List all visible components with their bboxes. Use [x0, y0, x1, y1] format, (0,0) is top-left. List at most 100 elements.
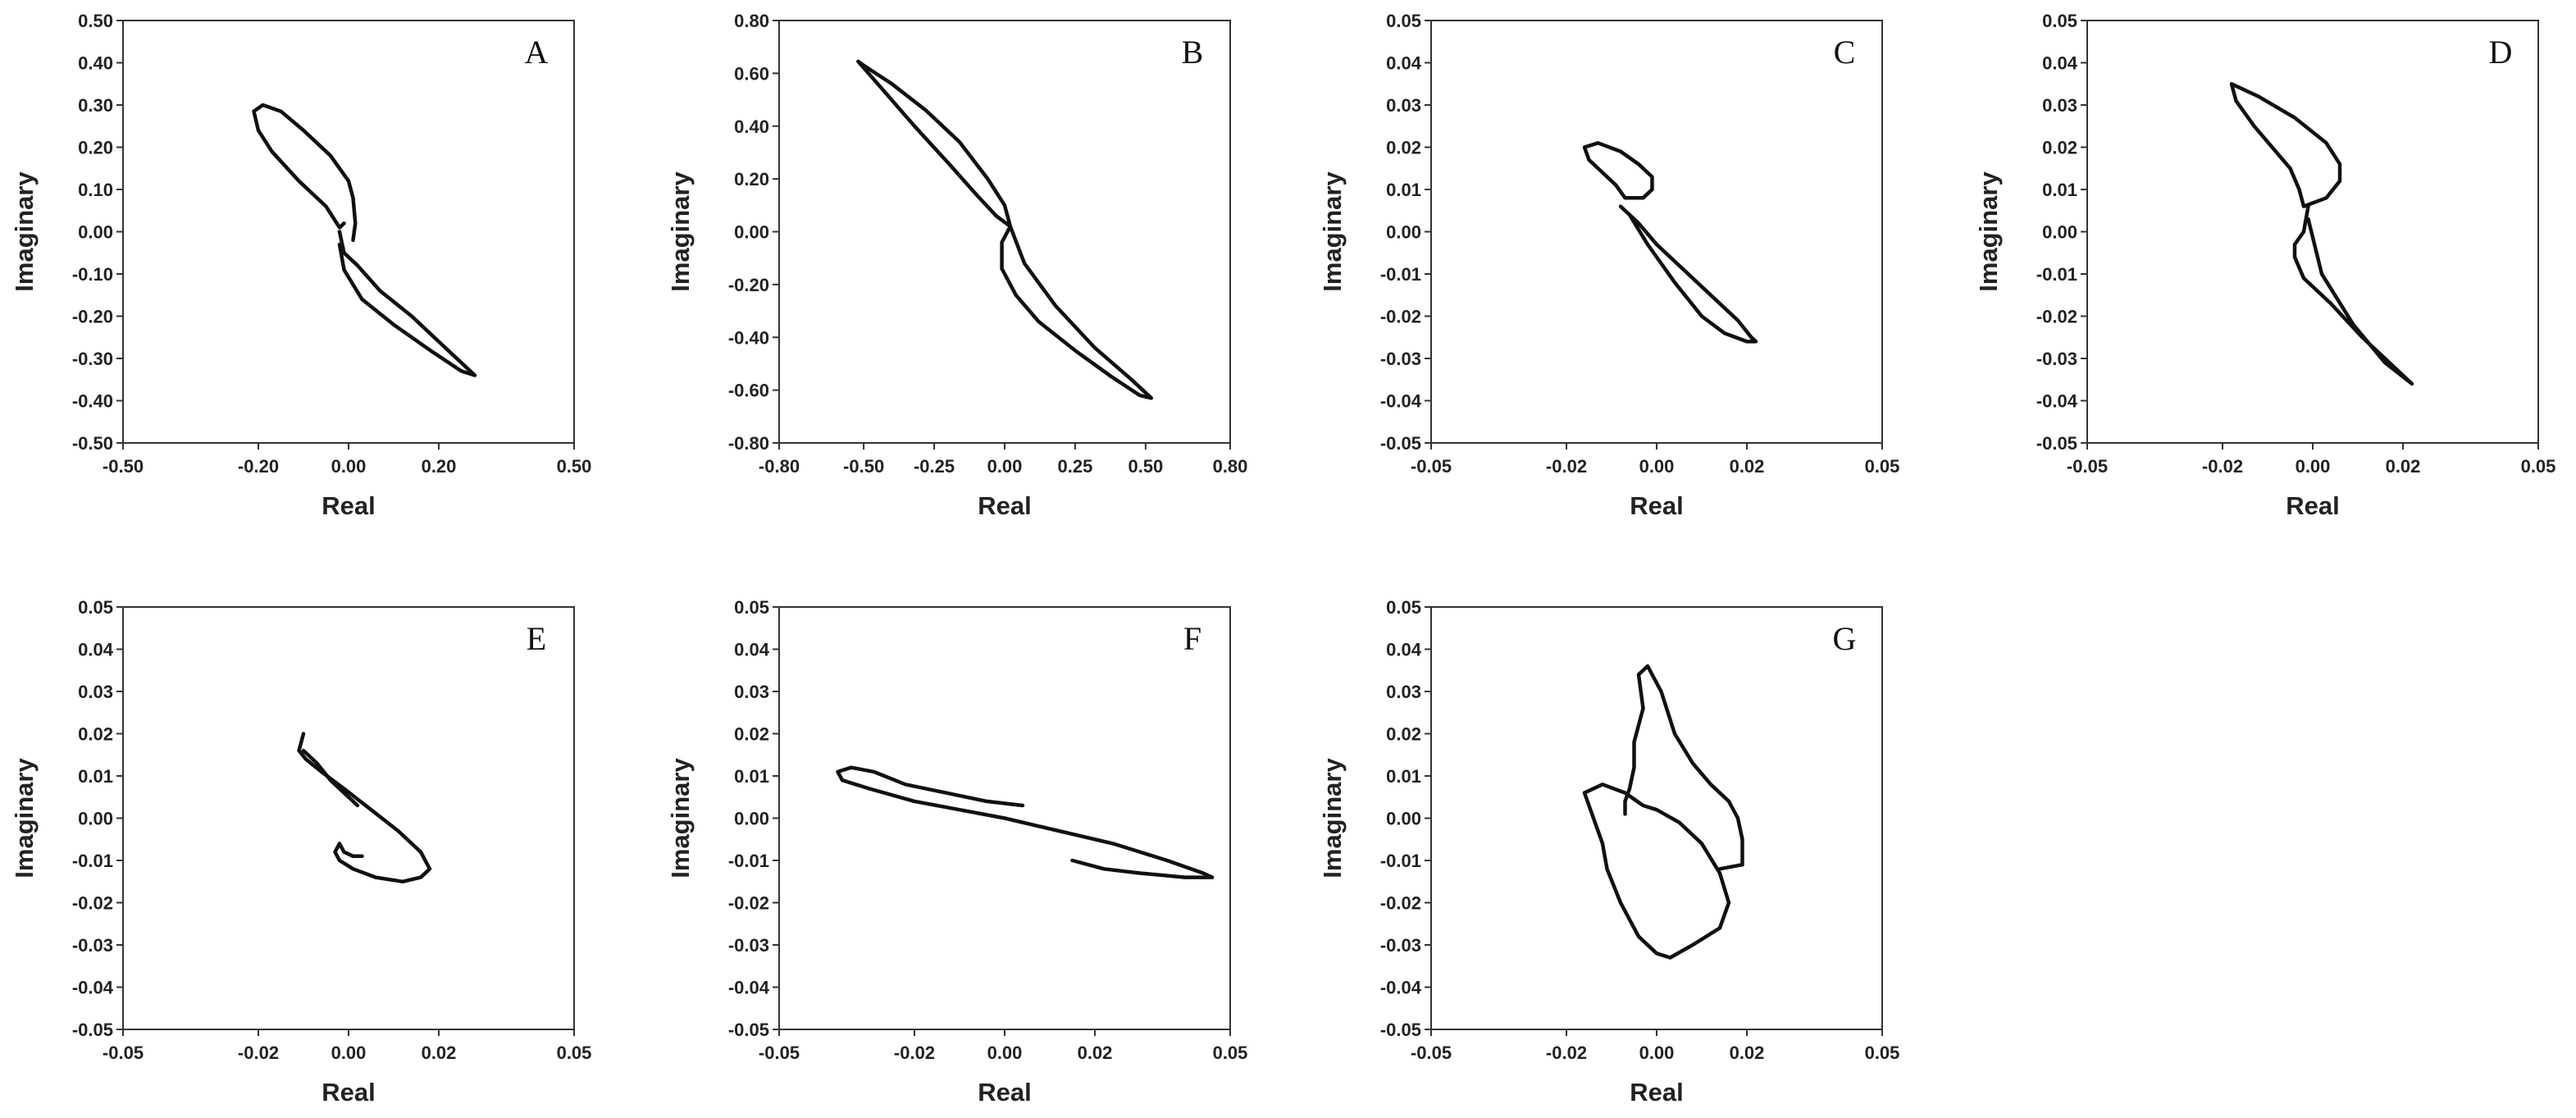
series-line-lower-loop [1582, 783, 1731, 960]
y-tick-label: -0.02 [2036, 307, 2077, 327]
plot-frame [122, 606, 575, 1030]
x-tick-label: -0.80 [759, 456, 800, 477]
y-tick-label: 0.04 [2042, 53, 2078, 74]
x-tick-label: 0.00 [2296, 456, 2331, 477]
x-tick-label: 0.00 [987, 456, 1023, 477]
y-tick-label: 0.20 [78, 138, 113, 158]
x-tick-label: -0.50 [843, 456, 884, 477]
y-tick-label: 0.00 [78, 222, 113, 243]
panel-letter: D [2489, 34, 2513, 71]
x-tick-label: 0.00 [987, 1043, 1023, 1063]
plot-frame [1430, 606, 1883, 1030]
y-tick-label: 0.00 [734, 222, 769, 243]
y-tick-label: 0.00 [1386, 809, 1421, 829]
x-axis-title: Real [2286, 491, 2339, 520]
y-tick-label: -0.05 [72, 1020, 113, 1040]
x-tick-label: 0.02 [422, 1043, 457, 1063]
y-tick-label: 0.03 [1386, 682, 1421, 702]
y-tick-label: 0.03 [78, 682, 113, 702]
x-tick-label: 0.00 [331, 456, 367, 477]
x-tick-label: -0.02 [1546, 456, 1587, 477]
y-tick-label: 0.04 [734, 640, 770, 660]
y-axis-title: Imaginary [1318, 171, 1347, 292]
y-tick-label: -0.01 [1380, 851, 1421, 871]
x-tick-label: 0.05 [557, 1043, 592, 1063]
panel-letter: A [525, 34, 549, 71]
y-tick-label: -0.04 [72, 978, 114, 998]
x-tick-label: -0.05 [1411, 1043, 1452, 1063]
series-line-lower-loop [337, 230, 477, 377]
y-tick-label: 0.05 [1386, 597, 1421, 618]
y-tick-label: 0.04 [1386, 640, 1422, 660]
y-tick-label: 0.02 [78, 724, 113, 745]
y-axis-title: Imaginary [10, 758, 39, 878]
y-tick-label: -0.40 [72, 391, 113, 412]
series-line-loop [297, 732, 432, 884]
x-axis-title: Real [978, 1078, 1031, 1107]
x-tick-label: -0.50 [103, 456, 144, 477]
y-tick-label: -0.03 [1380, 935, 1421, 956]
plot-frame [1430, 20, 1883, 444]
y-tick-label: -0.03 [72, 935, 113, 956]
y-tick-label: 0.01 [1386, 766, 1421, 787]
y-tick-label: -0.04 [728, 978, 770, 998]
y-tick-label: -0.30 [72, 349, 113, 369]
y-tick-label: -0.02 [1380, 307, 1421, 327]
y-tick-label: -0.40 [728, 327, 769, 348]
y-tick-label: -0.03 [728, 935, 769, 956]
x-tick-label: -0.05 [103, 1043, 144, 1063]
x-axis-title: Real [321, 1078, 375, 1107]
y-tick-label: -0.50 [72, 433, 113, 454]
series-line-tail [301, 748, 360, 808]
y-tick-label: -0.02 [728, 893, 769, 914]
panel-letter: C [1834, 34, 1856, 71]
series-line-lower-loop [1618, 204, 1758, 344]
series-line-lower-loop [1000, 224, 1154, 400]
series-line-upper-branch [836, 765, 1215, 879]
y-tick-label: -0.04 [1380, 391, 1422, 412]
y-tick-label: 0.20 [734, 169, 769, 189]
panel-g: -0.05 -0.04 -0.03 -0.02 -0.01 0.00 0.01 0.02 0.0… [1318, 597, 1899, 1107]
y-tick-label: 0.02 [734, 724, 769, 745]
y-tick-label: -0.03 [1380, 349, 1421, 369]
y-tick-label: 0.00 [734, 809, 769, 829]
panel-letter: F [1183, 620, 1201, 657]
x-tick-label: 0.80 [1213, 456, 1248, 477]
panel-letter: B [1182, 34, 1204, 71]
x-tick-label: 0.05 [1865, 1043, 1900, 1063]
y-axis-title: Imaginary [1318, 758, 1347, 878]
y-tick-label: 0.00 [2042, 222, 2077, 243]
y-tick-label: 0.50 [78, 11, 113, 31]
panel-e: -0.05 -0.04 -0.03 -0.02 -0.01 0.00 0.01 0.02 0.0… [10, 597, 591, 1107]
y-tick-label: -0.03 [2036, 349, 2077, 369]
panel-letter: E [527, 620, 546, 657]
x-tick-label: -0.02 [894, 1043, 935, 1063]
y-axis-title: Imaginary [666, 758, 695, 878]
y-tick-label: -0.01 [728, 851, 769, 871]
x-tick-label: 0.02 [1730, 456, 1765, 477]
x-tick-label: 0.50 [1128, 456, 1163, 477]
y-axis-title: Imaginary [10, 171, 39, 292]
y-tick-label: 0.05 [734, 597, 769, 618]
series-line-upper-loop [252, 103, 358, 243]
x-tick-label: 0.00 [1639, 456, 1675, 477]
panel-letter: G [1833, 620, 1857, 657]
x-tick-label: 0.02 [1078, 1043, 1113, 1063]
y-tick-label: 0.10 [78, 180, 113, 200]
y-tick-label: 0.02 [2042, 138, 2077, 158]
y-tick-label: -0.20 [728, 275, 769, 295]
y-tick-label: -0.05 [1380, 1020, 1421, 1040]
x-tick-label: -0.05 [759, 1043, 800, 1063]
y-tick-label: -0.05 [728, 1020, 769, 1040]
y-tick-label: 0.01 [734, 766, 769, 787]
series-line-upper-loop [2229, 82, 2342, 208]
x-tick-label: -0.05 [2067, 456, 2108, 477]
y-tick-label: -0.01 [72, 851, 113, 871]
y-tick-label: -0.01 [1380, 264, 1421, 285]
y-tick-label: -0.05 [1380, 433, 1421, 454]
x-tick-label: 0.20 [422, 456, 457, 477]
y-tick-label: -0.80 [728, 433, 769, 454]
panel-a: -0.50 -0.40 -0.30 -0.20 -0.10 0.00 0.10 0.20 0.3… [10, 11, 591, 520]
panel-f: -0.05 -0.04 -0.03 -0.02 -0.01 0.00 0.01 0.02 0.0… [666, 597, 1247, 1107]
y-tick-label: 0.00 [78, 809, 113, 829]
